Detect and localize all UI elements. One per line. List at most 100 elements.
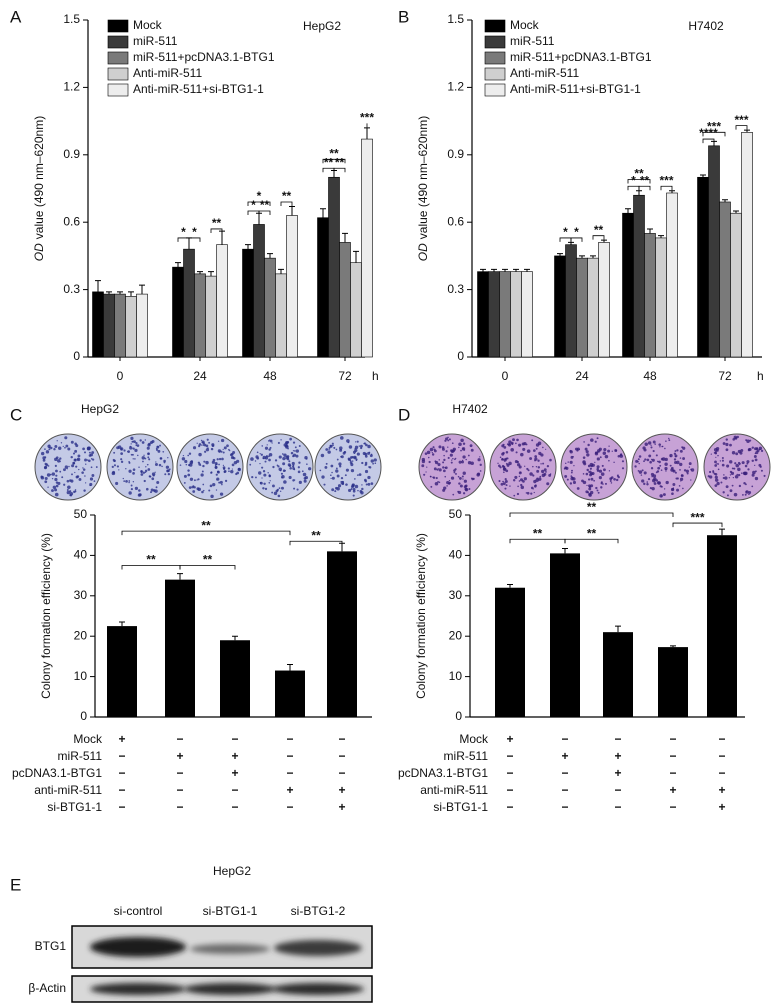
colony	[361, 461, 364, 465]
bar	[666, 192, 678, 358]
condition-sign: +	[338, 783, 345, 797]
colony	[710, 453, 712, 455]
colony	[274, 459, 278, 462]
colony	[589, 462, 594, 467]
colony	[505, 457, 508, 460]
colony	[664, 462, 668, 466]
colony	[264, 456, 269, 460]
colony	[280, 472, 284, 475]
colony	[601, 464, 604, 467]
colony	[733, 467, 736, 470]
bar	[488, 271, 500, 358]
colony	[596, 467, 599, 471]
colony	[479, 470, 482, 472]
colony	[506, 443, 509, 446]
colony	[741, 472, 743, 475]
colony	[658, 460, 661, 464]
colony	[570, 471, 573, 474]
condition-label: Mock	[459, 732, 489, 746]
bar	[125, 296, 137, 358]
colony	[598, 469, 603, 473]
y-axis-label: OD value (490 nm–620nm)	[416, 116, 430, 261]
colony	[476, 473, 480, 477]
colony	[218, 481, 221, 484]
colony	[82, 468, 86, 471]
colony	[747, 468, 750, 471]
colony	[165, 465, 170, 469]
colony	[202, 483, 205, 486]
colony	[643, 471, 647, 475]
colony	[155, 447, 158, 450]
colony	[352, 489, 356, 493]
colony	[264, 460, 267, 463]
legend-swatch	[484, 19, 506, 33]
colony	[455, 457, 457, 460]
colony	[652, 449, 655, 453]
colony	[563, 467, 566, 470]
colony	[587, 464, 591, 468]
colony	[463, 479, 467, 483]
colony	[82, 467, 84, 469]
error-bar	[744, 129, 750, 133]
colony	[55, 474, 58, 477]
colony	[361, 484, 363, 486]
colony	[463, 485, 467, 489]
colony	[650, 446, 653, 449]
colony	[264, 446, 269, 450]
colony	[158, 463, 162, 467]
colony	[56, 440, 58, 442]
colony	[688, 462, 692, 466]
colony	[84, 475, 86, 477]
error-bar	[507, 583, 513, 588]
colony	[643, 448, 647, 452]
condition-sign: +	[118, 732, 125, 746]
colony	[591, 471, 595, 476]
colony	[205, 448, 210, 452]
chart-title: H7402	[688, 19, 724, 33]
colony	[450, 449, 453, 453]
bar	[205, 275, 217, 358]
colony	[70, 440, 74, 444]
condition-sign: −	[118, 749, 125, 763]
colony	[685, 469, 689, 473]
colony	[47, 465, 50, 467]
colony	[236, 459, 240, 463]
colony	[570, 475, 573, 477]
colony	[261, 466, 264, 469]
colony	[498, 464, 501, 468]
colony	[325, 462, 328, 465]
colony	[590, 477, 594, 481]
colony	[549, 458, 552, 462]
colony	[479, 463, 482, 467]
error-bar	[658, 235, 664, 238]
colony	[520, 485, 525, 490]
colony	[590, 438, 594, 442]
colony	[654, 443, 656, 445]
colony	[751, 459, 754, 463]
bar	[658, 647, 688, 717]
colony	[336, 474, 340, 478]
colony	[444, 439, 447, 442]
colony	[754, 476, 759, 481]
colony	[205, 460, 209, 465]
colony	[463, 449, 466, 451]
colony	[123, 449, 126, 452]
error-bar	[117, 291, 123, 295]
condition-sign: +	[176, 749, 183, 763]
colony	[231, 468, 233, 470]
condition-sign: +	[669, 783, 676, 797]
colony	[277, 441, 280, 445]
colony	[504, 477, 507, 481]
bar	[741, 132, 753, 358]
colony	[59, 457, 62, 460]
colony	[621, 460, 625, 463]
colony	[198, 463, 201, 466]
condition-sign: −	[286, 749, 293, 763]
colony	[427, 456, 430, 459]
colony	[546, 482, 550, 486]
colony	[455, 472, 457, 475]
colony	[128, 460, 130, 463]
colony	[293, 468, 296, 471]
colony	[336, 458, 339, 461]
colony	[138, 466, 140, 468]
